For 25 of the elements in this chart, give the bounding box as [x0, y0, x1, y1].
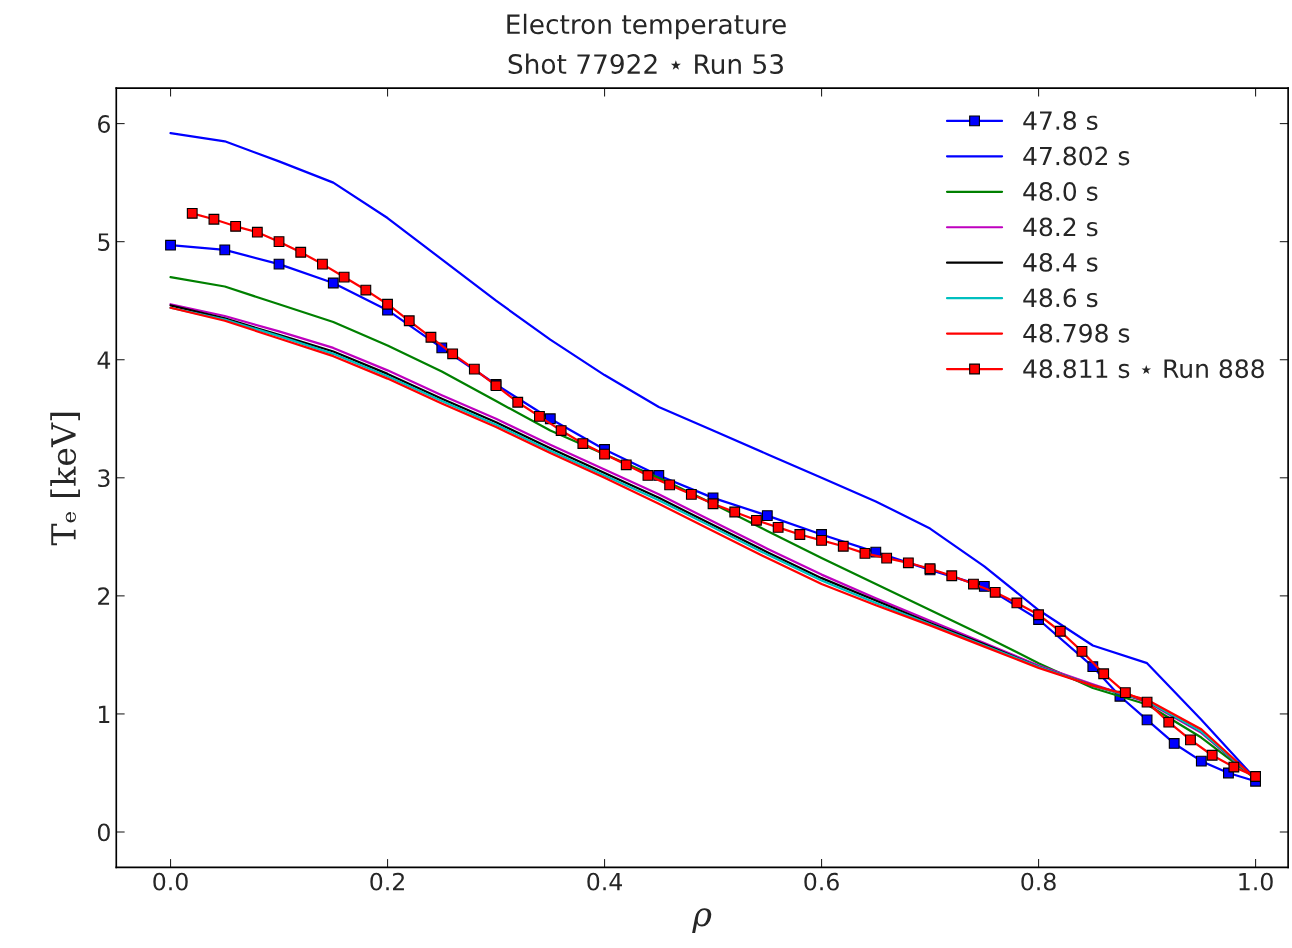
y-tick-label: 3 — [98, 469, 110, 488]
x-tick-label: 0.8 — [1021, 872, 1056, 891]
chart-subtitle: Shot 77922 ⋆ Run 53 — [508, 53, 783, 75]
y-axis-title: Tₑ [keV] — [50, 412, 80, 546]
x-tick-label: 1.0 — [1239, 872, 1273, 891]
y-tick-label: 4 — [97, 351, 111, 369]
legend-label: 47.8 s — [1023, 111, 1098, 131]
x-tick-label: 0.4 — [587, 872, 622, 891]
legend-label: 48.0 s — [1023, 182, 1098, 201]
x-tick-label: 0.6 — [804, 872, 839, 891]
x-tick-label: 0.2 — [370, 872, 404, 891]
y-tick-label: 1 — [98, 705, 110, 723]
legend-label: 48.798 s — [1023, 323, 1130, 343]
x-tick-label: 0.0 — [153, 872, 188, 891]
legend-label: 48.4 s — [1023, 252, 1098, 272]
y-tick-label: 0 — [97, 823, 110, 842]
legend-label: 47.802 s — [1023, 146, 1130, 166]
legend-label: 48.2 s — [1023, 217, 1098, 237]
y-tick-label: 6 — [98, 115, 110, 133]
y-tick-label: 2 — [98, 587, 110, 605]
y-tick-label: 5 — [98, 233, 110, 251]
x-axis-title: ρ — [692, 908, 712, 933]
legend-label: 48.811 s ⋆ Run 888 — [1023, 359, 1264, 379]
chart-title: Electron temperature — [507, 13, 786, 40]
legend-label: 48.6 s — [1023, 288, 1098, 308]
